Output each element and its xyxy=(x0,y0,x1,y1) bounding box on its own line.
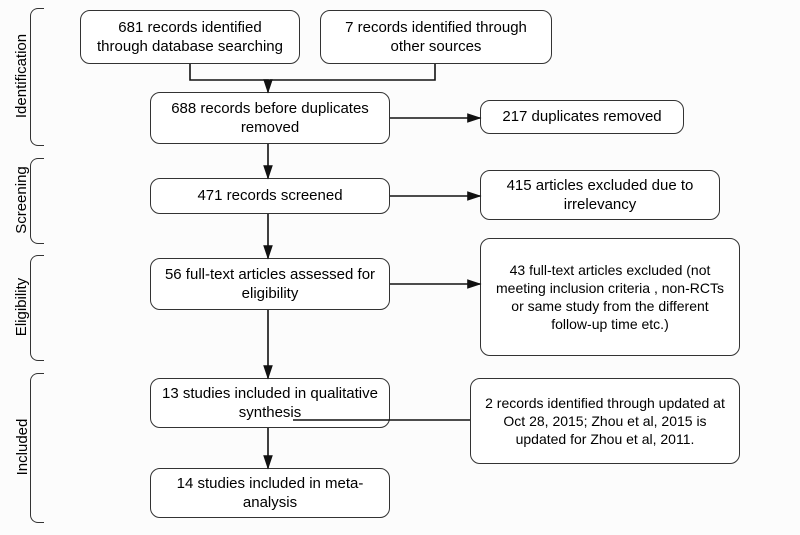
box-excluded-irrelevant: 415 articles excluded due to irrelevancy xyxy=(480,170,720,220)
box-before-duplicates: 688 records before duplicates removed xyxy=(150,92,390,144)
box-update-note: 2 records identified through updated at … xyxy=(470,378,740,464)
bracket-identification xyxy=(30,8,44,146)
box-qualitative: 13 studies included in qualitative synth… xyxy=(150,378,390,428)
box-fulltext-assessed: 56 full-text articles assessed for eligi… xyxy=(150,258,390,310)
phase-eligibility: Eligibility xyxy=(13,254,31,360)
phase-identification: Identification xyxy=(13,7,31,145)
phase-included: Included xyxy=(14,372,32,522)
bracket-eligibility xyxy=(30,255,44,361)
box-db-search: 681 records identified through database … xyxy=(80,10,300,64)
box-meta-analysis: 14 studies included in meta-analysis xyxy=(150,468,390,518)
box-duplicates-removed: 217 duplicates removed xyxy=(480,100,684,134)
bracket-screening xyxy=(30,158,44,244)
box-screened: 471 records screened xyxy=(150,178,390,214)
phase-screening: Screening xyxy=(13,157,31,243)
box-other-sources: 7 records identified through other sourc… xyxy=(320,10,552,64)
box-fulltext-excluded: 43 full-text articles excluded (not meet… xyxy=(480,238,740,356)
bracket-included xyxy=(30,373,44,523)
